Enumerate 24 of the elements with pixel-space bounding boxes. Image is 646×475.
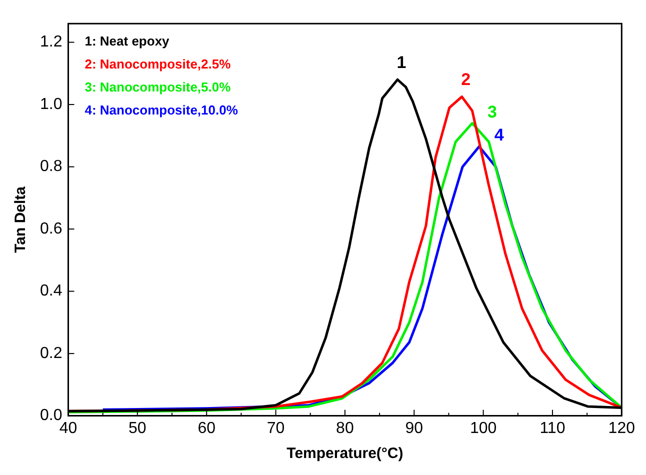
x-tick-label: 60: [198, 420, 216, 437]
text: 4: Nanocomposite,10.0%: [84, 102, 238, 118]
y-tick-label: 1.2: [40, 34, 62, 51]
x-tick-label: 80: [336, 420, 354, 437]
text: 1: Neat epoxy: [84, 34, 170, 49]
x-tick-label: 70: [266, 420, 285, 437]
x-tick-label: 120: [608, 420, 636, 437]
annotation: 2: [461, 70, 471, 89]
y-tick-label: 1.0: [40, 96, 62, 113]
x-tick-label: 110: [540, 420, 566, 437]
text: 3: Nanocomposite,5.0%: [84, 80, 232, 95]
y-tick-label: 0.8: [40, 158, 62, 176]
x-tick-label: 100: [470, 420, 497, 437]
text: 2: Nanocomposite,2.5%: [84, 56, 232, 72]
annotation: 3: [487, 102, 497, 122]
annotation: 1: [396, 52, 406, 72]
x-tick-label: 50: [128, 420, 146, 437]
y-tick-label: 0.6: [40, 220, 62, 238]
x-tick-label: 90: [405, 420, 424, 437]
annotation: 4: [494, 126, 504, 145]
x-axis-title: Temperature(°C): [286, 445, 404, 462]
y-tick-label: 0.4: [40, 282, 62, 300]
y-axis-title: Tan Delta: [12, 186, 30, 253]
y-tick-label: 0.2: [40, 344, 62, 362]
